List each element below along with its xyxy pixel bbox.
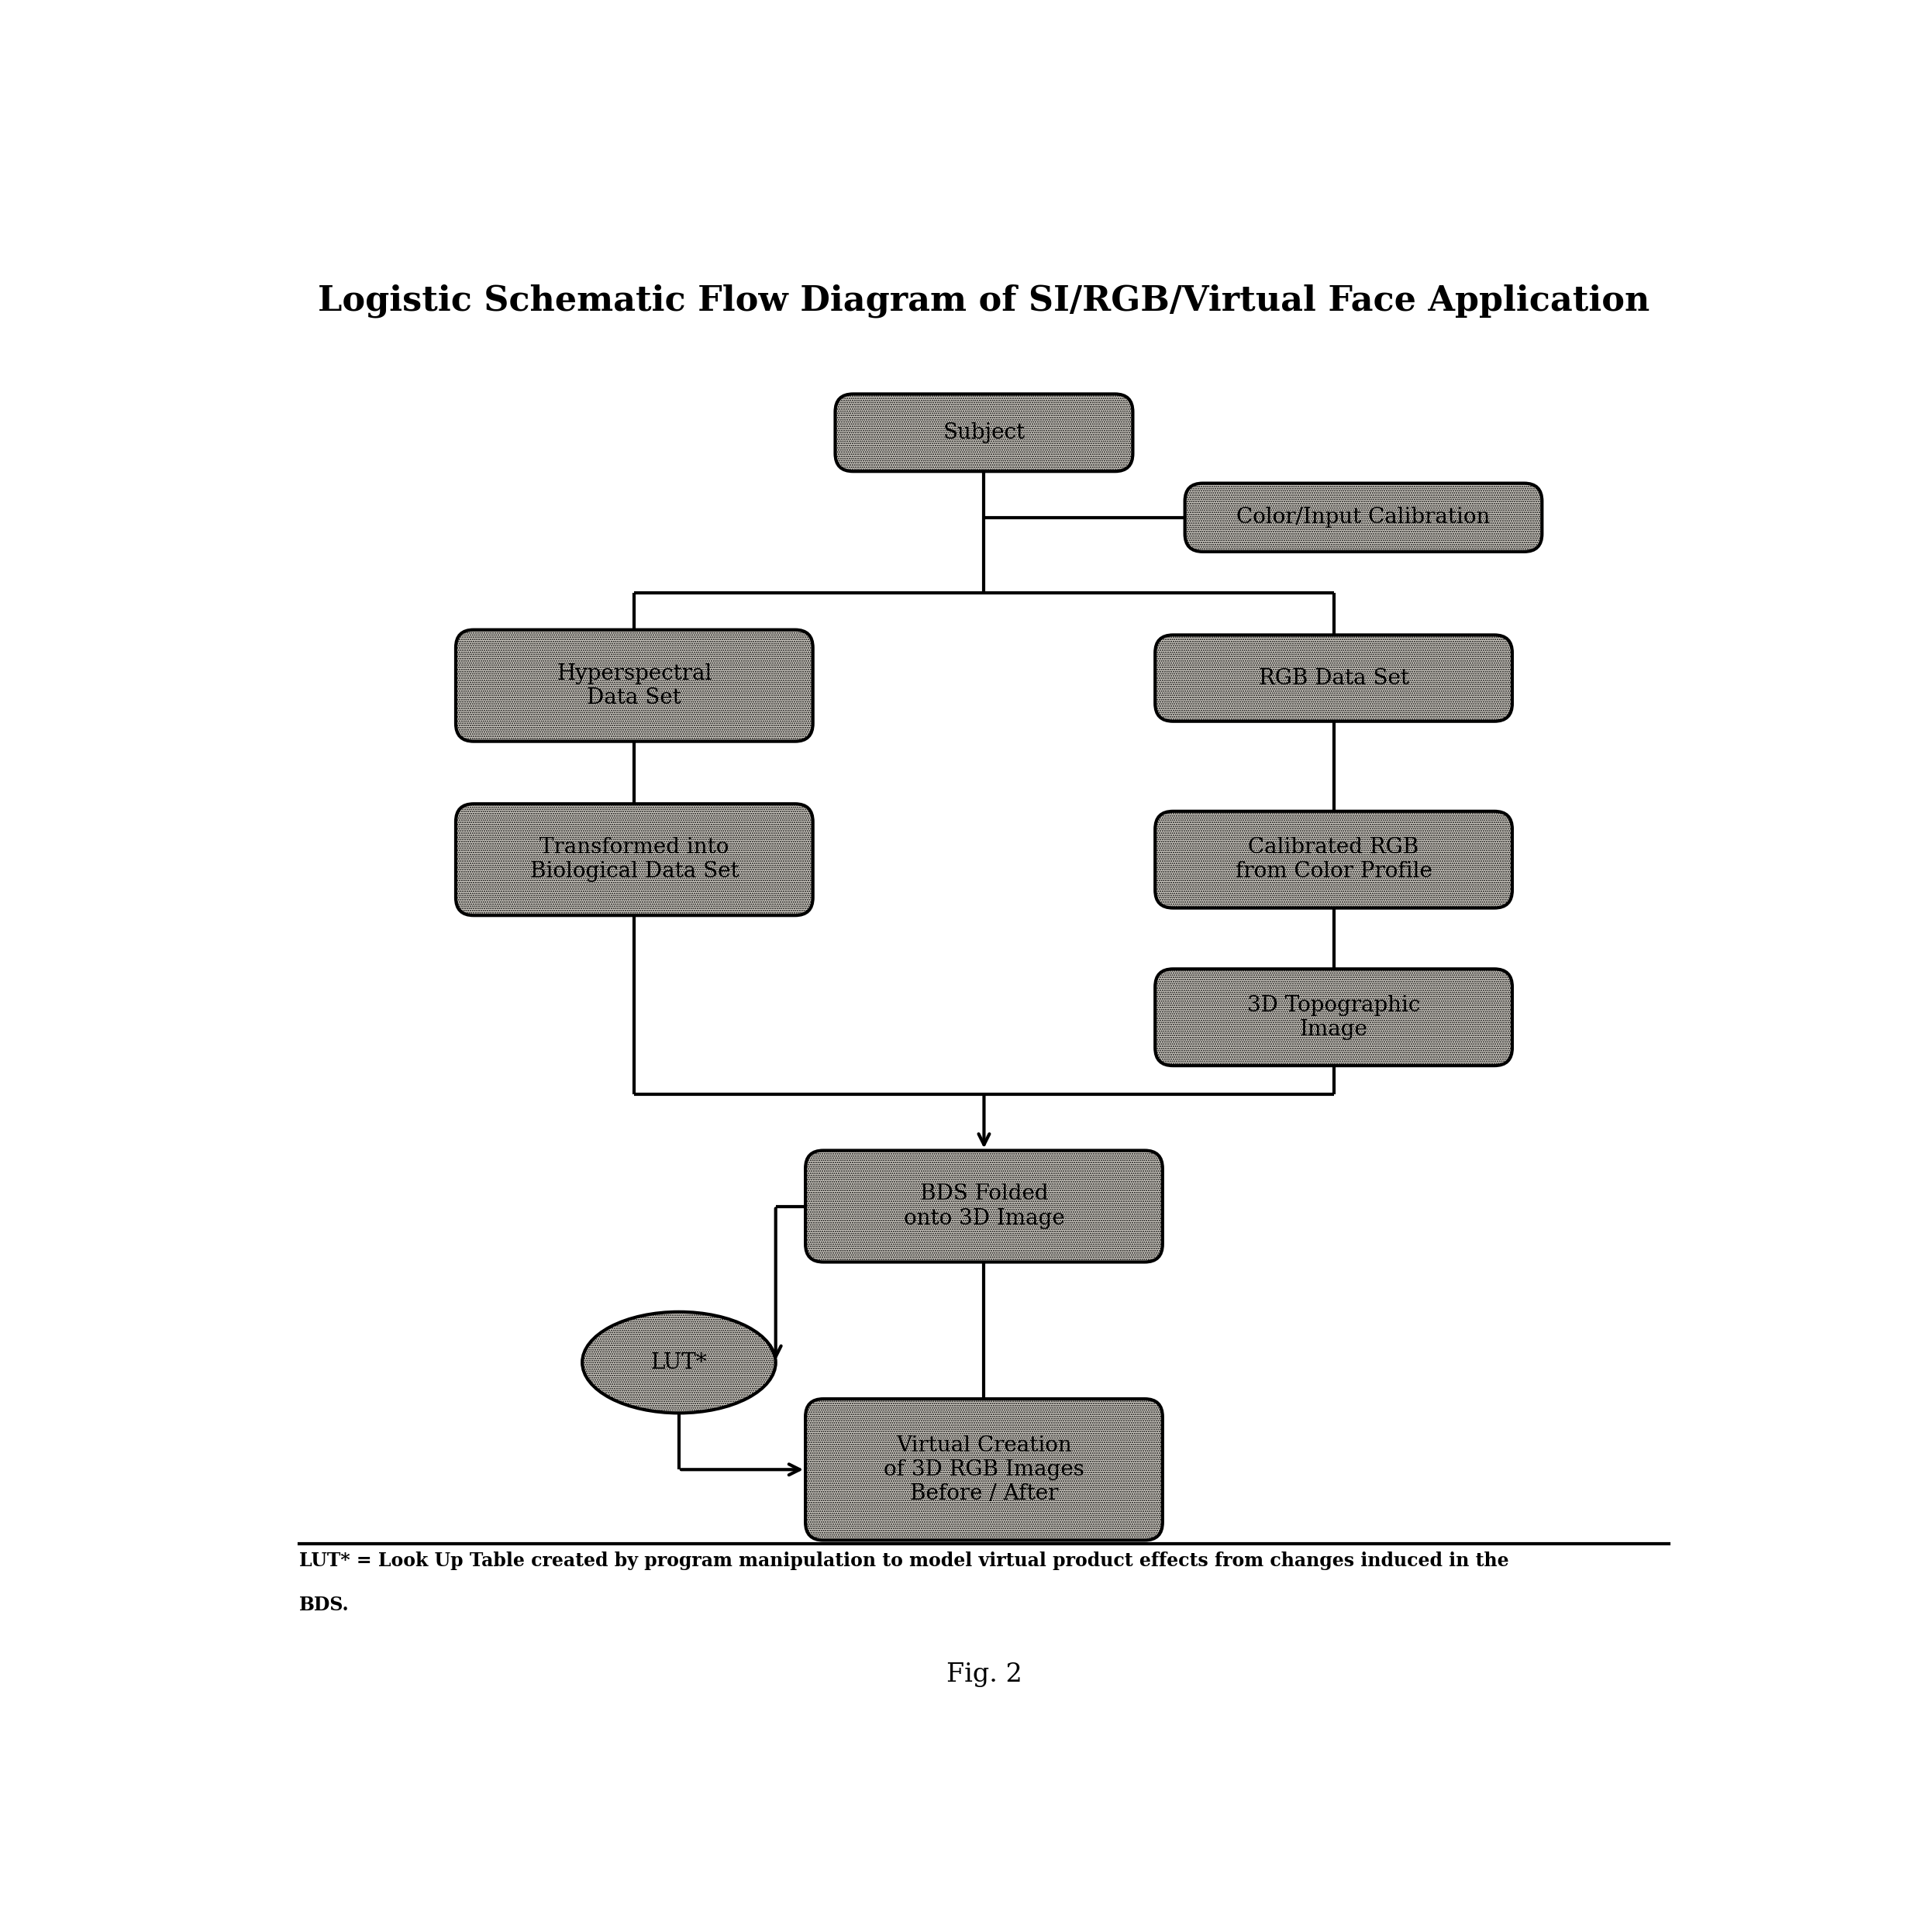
Text: 3D Topographic
Image: 3D Topographic Image [1248,995,1421,1039]
Text: Fig. 2: Fig. 2 [947,1662,1021,1687]
FancyBboxPatch shape [1156,970,1513,1066]
FancyBboxPatch shape [1156,636,1513,721]
FancyBboxPatch shape [1185,483,1542,553]
Text: Transformed into
Biological Data Set: Transformed into Biological Data Set [530,837,739,883]
FancyBboxPatch shape [806,1150,1164,1262]
Text: Hyperspectral
Data Set: Hyperspectral Data Set [557,663,712,709]
Text: BDS Folded
onto 3D Image: BDS Folded onto 3D Image [904,1184,1064,1229]
FancyBboxPatch shape [455,630,812,742]
Text: RGB Data Set: RGB Data Set [1258,668,1409,688]
Ellipse shape [582,1312,776,1412]
Text: Virtual Creation
of 3D RGB Images
Before / After: Virtual Creation of 3D RGB Images Before… [883,1435,1085,1505]
Text: BDS.: BDS. [300,1596,349,1615]
FancyBboxPatch shape [1156,811,1513,908]
FancyBboxPatch shape [455,804,812,916]
Text: Subject: Subject [943,423,1025,442]
Text: LUT*: LUT* [651,1352,707,1374]
Text: Color/Input Calibration: Color/Input Calibration [1236,506,1490,527]
Text: LUT* = Look Up Table created by program manipulation to model virtual product ef: LUT* = Look Up Table created by program … [300,1551,1509,1571]
Text: Calibrated RGB
from Color Profile: Calibrated RGB from Color Profile [1235,837,1432,883]
FancyBboxPatch shape [835,394,1133,471]
Text: Logistic Schematic Flow Diagram of SI/RGB/Virtual Face Application: Logistic Schematic Flow Diagram of SI/RG… [319,284,1649,317]
FancyBboxPatch shape [806,1399,1164,1540]
